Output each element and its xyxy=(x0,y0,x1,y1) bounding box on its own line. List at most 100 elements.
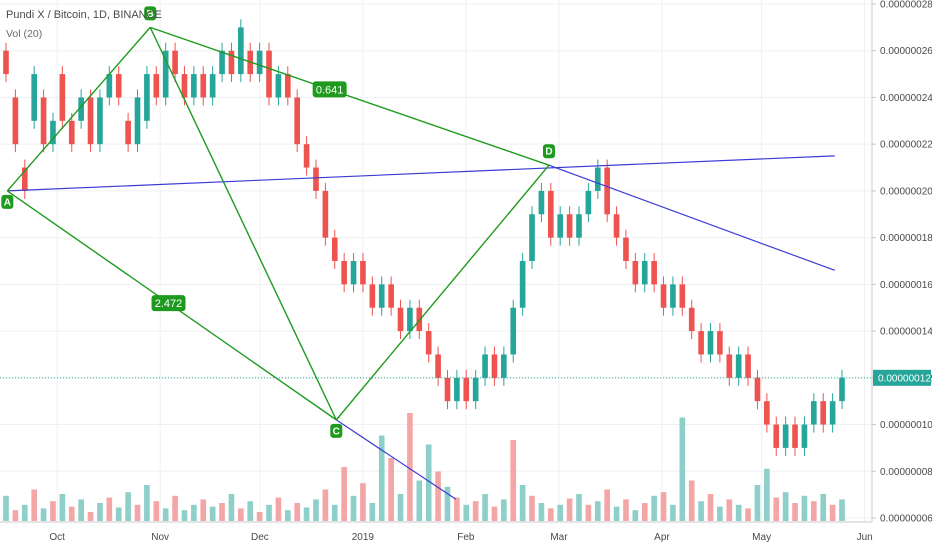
candle[interactable] xyxy=(78,97,84,121)
candle[interactable] xyxy=(50,120,56,145)
candle[interactable] xyxy=(331,237,338,261)
candle[interactable] xyxy=(679,284,686,308)
candle[interactable] xyxy=(501,354,507,378)
candle[interactable] xyxy=(594,167,601,191)
candle[interactable] xyxy=(529,214,535,261)
candle[interactable] xyxy=(284,74,291,98)
candle[interactable] xyxy=(444,377,451,402)
candle[interactable] xyxy=(435,354,441,378)
pattern-leg[interactable] xyxy=(149,26,550,166)
pattern-point-a[interactable]: A xyxy=(1,194,14,209)
candle[interactable] xyxy=(68,120,75,145)
candle[interactable] xyxy=(660,284,667,308)
candle[interactable] xyxy=(191,74,197,98)
candle[interactable] xyxy=(651,261,657,285)
pattern-leg[interactable] xyxy=(335,164,550,421)
candle[interactable] xyxy=(811,401,817,425)
candle[interactable] xyxy=(106,74,113,98)
candle[interactable] xyxy=(12,97,19,145)
candle[interactable] xyxy=(641,261,648,285)
pattern-point-d[interactable]: D xyxy=(542,144,555,159)
candle[interactable] xyxy=(745,354,751,378)
candle[interactable] xyxy=(538,190,545,215)
candle[interactable] xyxy=(472,377,479,402)
candle[interactable] xyxy=(801,424,808,448)
candle[interactable] xyxy=(623,237,629,261)
candle[interactable] xyxy=(3,50,9,75)
candle[interactable] xyxy=(303,144,310,168)
trendline[interactable] xyxy=(7,155,835,192)
candle[interactable] xyxy=(557,214,564,238)
candle[interactable] xyxy=(256,50,263,75)
pattern-point-b[interactable]: B xyxy=(144,6,157,21)
candle[interactable] xyxy=(162,50,169,98)
candle[interactable] xyxy=(482,354,488,378)
candle[interactable] xyxy=(369,284,376,308)
candle[interactable] xyxy=(378,284,385,308)
candle[interactable] xyxy=(707,331,714,355)
pattern-leg[interactable] xyxy=(149,27,337,421)
candle[interactable] xyxy=(585,190,592,215)
candle[interactable] xyxy=(313,167,319,191)
time-axis[interactable]: Oct Nov Dec 2019 Feb Mar Apr May Jun xyxy=(49,532,872,543)
candle[interactable] xyxy=(266,50,272,98)
candle[interactable] xyxy=(604,167,610,215)
candle[interactable] xyxy=(519,261,526,308)
candle[interactable] xyxy=(576,214,582,238)
candle[interactable] xyxy=(407,307,413,332)
candle[interactable] xyxy=(172,50,178,75)
candle[interactable] xyxy=(341,261,347,285)
candle[interactable] xyxy=(510,307,517,355)
candle[interactable] xyxy=(735,354,742,378)
price-axis[interactable]: 0.00000028 0.00000026 0.00000024 0.00000022… xyxy=(872,0,932,525)
candle[interactable] xyxy=(726,354,733,378)
candle[interactable] xyxy=(275,74,282,98)
candle[interactable] xyxy=(773,424,780,448)
candle[interactable] xyxy=(294,97,301,145)
candle[interactable] xyxy=(228,50,235,75)
candle[interactable] xyxy=(491,354,498,378)
candle[interactable] xyxy=(144,74,150,121)
candle[interactable] xyxy=(181,74,188,98)
candle[interactable] xyxy=(388,284,394,308)
candle[interactable] xyxy=(40,97,47,145)
candle[interactable] xyxy=(764,401,770,425)
candle[interactable] xyxy=(717,331,723,355)
candle[interactable] xyxy=(360,261,366,285)
candle[interactable] xyxy=(754,377,761,402)
candle[interactable] xyxy=(688,307,695,332)
candle[interactable] xyxy=(454,377,460,402)
trendline[interactable] xyxy=(335,419,457,500)
plot-area[interactable] xyxy=(0,0,872,522)
candle[interactable] xyxy=(322,190,329,238)
pattern-leg[interactable] xyxy=(6,26,151,192)
candle[interactable] xyxy=(782,424,789,448)
candle[interactable] xyxy=(209,74,216,98)
candle[interactable] xyxy=(425,331,432,355)
candle[interactable] xyxy=(632,261,639,285)
candle[interactable] xyxy=(566,214,573,238)
candle[interactable] xyxy=(238,27,244,75)
candle[interactable] xyxy=(820,401,827,425)
candle[interactable] xyxy=(698,331,704,355)
candle[interactable] xyxy=(153,74,160,98)
candle[interactable] xyxy=(350,261,357,285)
pattern-point-c[interactable]: C xyxy=(330,423,343,438)
candle[interactable] xyxy=(792,424,798,448)
trendline[interactable] xyxy=(548,164,835,271)
candle[interactable] xyxy=(31,74,37,121)
candle[interactable] xyxy=(547,190,554,238)
candle[interactable] xyxy=(219,50,225,75)
candle[interactable] xyxy=(397,307,404,332)
candle[interactable] xyxy=(97,97,103,145)
candle[interactable] xyxy=(87,97,94,145)
candle[interactable] xyxy=(613,214,620,238)
candle[interactable] xyxy=(463,377,470,402)
candle[interactable] xyxy=(134,97,141,145)
candle[interactable] xyxy=(115,74,122,98)
candle[interactable] xyxy=(21,167,28,191)
candle[interactable] xyxy=(670,284,676,308)
candle[interactable] xyxy=(839,377,845,402)
candle[interactable] xyxy=(200,74,207,98)
